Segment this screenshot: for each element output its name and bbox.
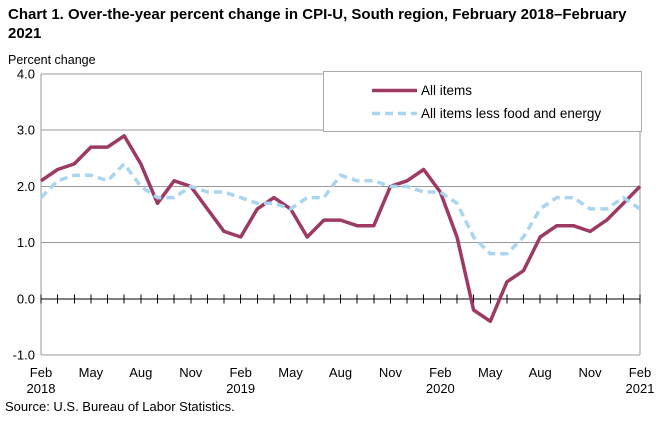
y-tick-label: 1.0 [17, 235, 35, 250]
x-tick-label: May [278, 365, 303, 380]
source-note: Source: U.S. Bureau of Labor Statistics. [5, 399, 235, 414]
y-tick-label: 4.0 [17, 67, 35, 82]
x-tick-label: Feb [229, 365, 251, 380]
x-tick-label: Aug [529, 365, 552, 380]
y-tick-label: 0.0 [17, 291, 35, 306]
x-tick-label: Feb [30, 365, 52, 380]
x-tick-label: Nov [579, 365, 603, 380]
x-tick-year-label: 2021 [626, 381, 655, 396]
series-line-all-items [40, 134, 642, 324]
y-axis-title: Percent change [8, 53, 96, 67]
x-tick-label: Feb [429, 365, 451, 380]
x-tick-label: Nov [179, 365, 203, 380]
x-tick-year-label: 2019 [226, 381, 255, 396]
x-tick-year-label: 2020 [426, 381, 455, 396]
legend-label-all-items: All items [421, 83, 472, 98]
legend-label-core: All items less food and energy [421, 106, 601, 121]
series-line-core [39, 162, 641, 256]
x-tick-label: Nov [379, 365, 403, 380]
x-tick-year-label: 2018 [27, 381, 56, 396]
y-tick-label: 3.0 [17, 123, 35, 138]
legend-box [323, 71, 642, 132]
y-tick-label: 2.0 [17, 179, 35, 194]
x-tick-label: Feb [629, 365, 651, 380]
chart-title: Chart 1. Over-the-year percent change in… [8, 6, 627, 43]
x-tick-label: Aug [129, 365, 152, 380]
x-tick-label: Aug [329, 365, 352, 380]
y-tick-label: -1.0 [13, 348, 35, 363]
x-tick-label: May [79, 365, 104, 380]
x-tick-label: May [478, 365, 503, 380]
